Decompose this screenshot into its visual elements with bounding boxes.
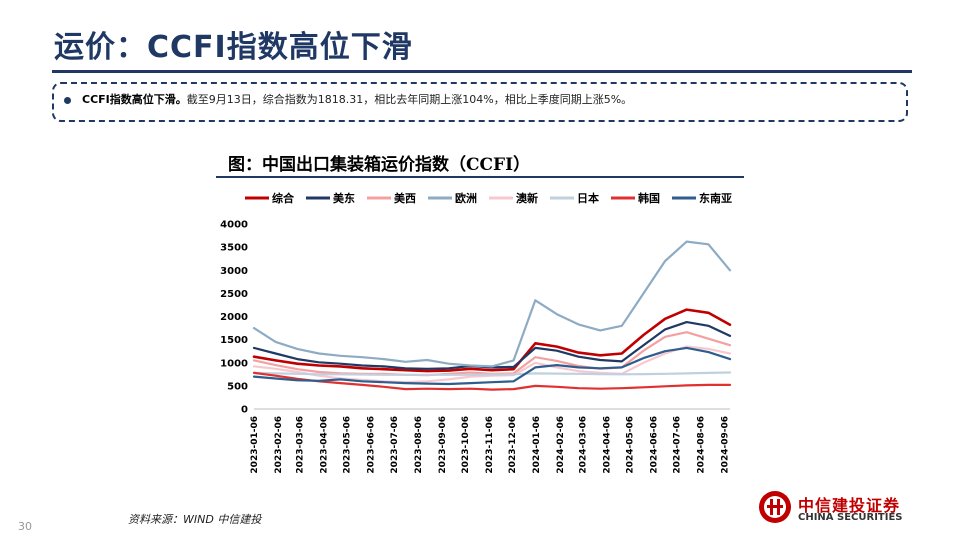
logo-text-cn: 中信建投证券 xyxy=(798,496,901,515)
series-line-东南亚 xyxy=(252,346,732,386)
y-tick-label: 500 xyxy=(227,381,248,392)
logo-text-en: CHINA SECURITIES xyxy=(798,512,903,523)
x-tick-label: 2023-03-06 xyxy=(296,416,306,474)
x-tick-label: 2023-06-06 xyxy=(367,416,377,474)
y-axis: 0 500 1000 1500 2000 2500 3000 3500 4000 xyxy=(220,220,248,416)
series-line-美东 xyxy=(252,321,732,370)
title-divider xyxy=(52,70,912,73)
legend-label: 综合 xyxy=(272,191,295,205)
legend-label: 美东 xyxy=(333,191,355,205)
series-line-澳新 xyxy=(252,345,732,384)
bullet-icon xyxy=(64,97,71,104)
x-tick-label: 2023-07-06 xyxy=(390,416,400,474)
summary-box xyxy=(52,82,908,122)
x-tick-label: 2024-05-06 xyxy=(626,416,636,474)
x-tick-label: 2024-01-06 xyxy=(532,416,542,474)
y-tick-label: 4000 xyxy=(220,220,248,231)
x-tick-label: 2023-09-06 xyxy=(438,416,448,474)
series-line-欧洲 xyxy=(252,240,732,368)
series-line-日本 xyxy=(252,371,732,376)
x-tick-label: 2024-03-06 xyxy=(578,416,588,474)
source-note: 资料来源：WIND 中信建投 xyxy=(128,513,262,526)
chart-title: 图：中国出口集装箱运价指数（CCFI） xyxy=(228,155,531,175)
series-line-综合 xyxy=(252,308,732,373)
y-tick-label: 0 xyxy=(241,405,248,416)
y-tick-label: 2000 xyxy=(220,312,248,323)
series-line-韩国 xyxy=(252,371,732,391)
chart-title-divider xyxy=(216,176,744,178)
x-tick-label: 2023-12-06 xyxy=(508,416,518,474)
legend-label: 日本 xyxy=(577,191,599,205)
y-tick-label: 3000 xyxy=(220,266,248,277)
x-tick-label: 2024-02-06 xyxy=(556,416,566,474)
china-securities-logo-icon xyxy=(759,491,791,523)
y-tick-label: 1500 xyxy=(220,335,248,346)
summary-body: 截至9月13日，综合指数为1818.31，相比去年同期上涨104%，相比上季度同… xyxy=(186,93,633,106)
x-tick-label: 2024-07-06 xyxy=(673,416,683,474)
summary-text: CCFI指数高位下滑。截至9月13日，综合指数为1818.31，相比去年同期上涨… xyxy=(82,92,632,108)
x-tick-label: 2023-04-06 xyxy=(320,416,330,474)
page-title: 运价：CCFI指数高位下滑 xyxy=(54,30,413,65)
ccfi-line-chart: 综合 美东 美西 欧洲 澳新 日本 韩国 东南亚 0 500 1000 1500 2000 2500 30… xyxy=(220,191,732,474)
page-number: 30 xyxy=(18,520,32,533)
x-tick-label: 2023-10-06 xyxy=(461,416,471,474)
legend-label: 美西 xyxy=(394,191,416,205)
y-tick-label: 2500 xyxy=(220,289,248,300)
legend-label: 欧洲 xyxy=(455,191,477,205)
company-logo: 中信建投证券 CHINA SECURITIES xyxy=(758,490,918,530)
x-tick-label: 2023-05-06 xyxy=(343,416,353,474)
x-tick-label: 2024-08-06 xyxy=(697,416,707,474)
x-tick-label: 2023-08-06 xyxy=(414,416,424,474)
y-tick-label: 3500 xyxy=(220,243,248,254)
x-tick-label: 2024-04-06 xyxy=(602,416,612,474)
x-tick-label: 2023-11-06 xyxy=(485,416,495,474)
chart-legend: 综合 美东 美西 欧洲 澳新 日本 韩国 东南亚 xyxy=(245,191,732,205)
y-tick-label: 1000 xyxy=(220,358,248,369)
x-tick-label: 2023-02-06 xyxy=(274,416,284,474)
legend-label: 东南亚 xyxy=(699,191,732,205)
legend-label: 澳新 xyxy=(516,191,538,205)
series-lines xyxy=(252,240,732,391)
legend-label: 韩国 xyxy=(638,191,660,205)
x-tick-label: 2024-09-06 xyxy=(721,416,731,474)
x-axis: 2023-01-06 2023-02-06 2023-03-06 2023-04-06… xyxy=(250,408,731,474)
x-tick-label: 2024-06-06 xyxy=(650,416,660,474)
x-tick-label: 2023-01-06 xyxy=(250,416,260,474)
summary-lead: CCFI指数高位下滑。 xyxy=(82,93,187,106)
